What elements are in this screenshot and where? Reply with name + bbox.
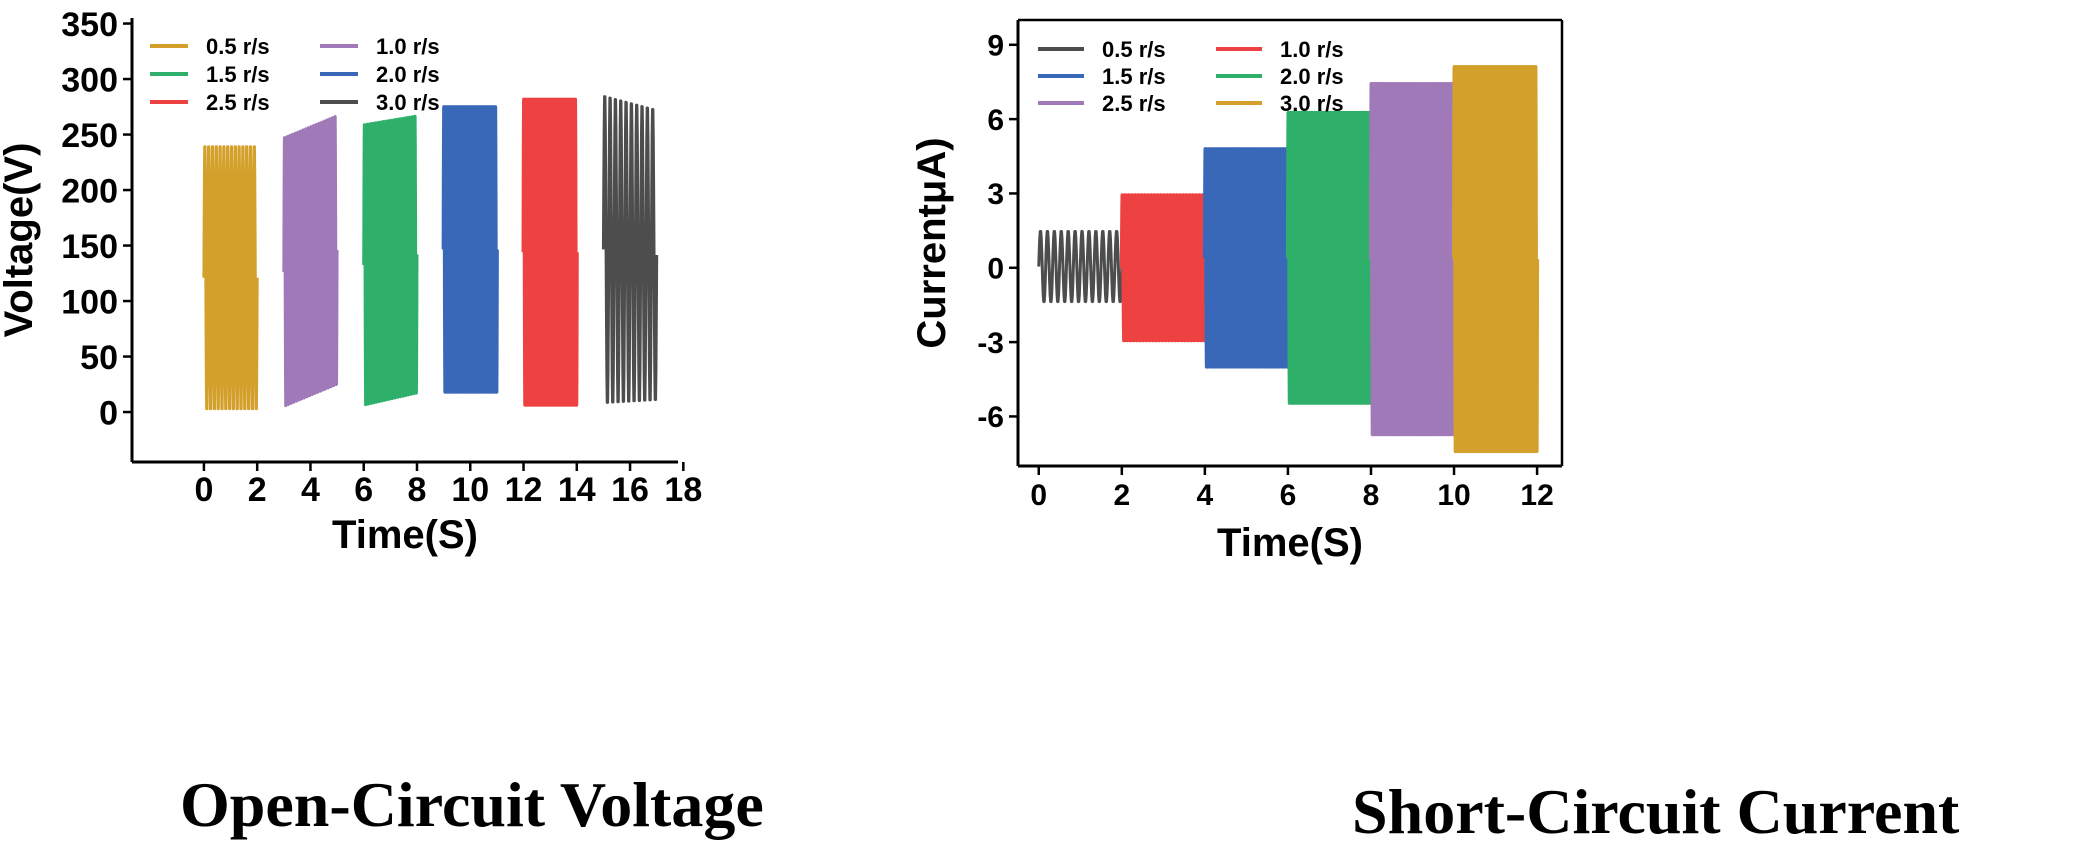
y-tick-label: 50: [80, 339, 118, 377]
y-tick-label: 0: [99, 394, 118, 432]
x-tick-label: 4: [1197, 479, 1214, 512]
x-tick-label: 4: [301, 471, 320, 509]
series-3-0-r-s: [1452, 65, 1540, 454]
y-tick-label: 3: [987, 178, 1004, 211]
x-tick-label: 10: [451, 471, 489, 509]
x-tick-label: 2: [1113, 479, 1130, 512]
y-tick-label: 250: [61, 117, 118, 155]
x-tick-label: 18: [664, 471, 702, 509]
y-tick-label: -3: [977, 327, 1004, 360]
legend-label-2-5-r-s: 2.5 r/s: [1102, 91, 1166, 116]
series-1-0-r-s: [1119, 193, 1207, 343]
x-tick-label: 0: [1030, 479, 1047, 512]
series-2-0-r-s: [1285, 110, 1373, 405]
current-chart: 0 2 4 6 8 10 12 -6 -3 0 3 6 9 Time(S) CurrentμA) 0.5 r/…: [910, 18, 1564, 565]
legend-label-1-5-r-s: 1.5 r/s: [1102, 64, 1166, 89]
legend-label-1-0-r-s: 1.0 r/s: [376, 34, 440, 59]
x-tick-label: 12: [505, 471, 543, 509]
series-3-0-r-s: [601, 95, 659, 404]
legend-label-2-0-r-s: 2.0 r/s: [1280, 64, 1344, 89]
series-1-0-r-s: [282, 115, 339, 408]
legend: 0.5 r/s 1.0 r/s 1.5 r/s 2.0 r/s 2.5 r/s 3.0 r…: [150, 34, 440, 115]
legend-label-0-5-r-s: 0.5 r/s: [206, 34, 270, 59]
legend-label-3-0-r-s: 3.0 r/s: [376, 90, 440, 115]
series-0-5-r-s: [1037, 230, 1124, 304]
x-tick-label: 16: [611, 471, 649, 509]
y-tick-label: 0: [987, 253, 1004, 286]
caption-short-circuit-current: Short-Circuit Current: [1352, 776, 1960, 847]
y-tick-label: 300: [61, 61, 118, 99]
y-tick-label: -6: [977, 401, 1004, 434]
legend-label-2-0-r-s: 2.0 r/s: [376, 62, 440, 87]
x-tick-label: 2: [248, 471, 267, 509]
x-tick-label: 6: [1280, 479, 1297, 512]
voltage-chart: 0 2 4 6 8 10 12 14 16 18050100150200250300350Time…: [0, 6, 702, 557]
legend-label-3-0-r-s: 3.0 r/s: [1280, 91, 1344, 116]
series-1-5-r-s: [362, 114, 419, 407]
x-tick-label: 10: [1437, 479, 1470, 512]
x-tick-label: 14: [558, 471, 596, 509]
y-tick-label: 200: [61, 172, 118, 210]
legend-label-1-0-r-s: 1.0 r/s: [1280, 37, 1344, 62]
y-axis-label: CurrentμA): [910, 137, 954, 348]
series-2-5-r-s: [1368, 81, 1457, 437]
series-1-5-r-s: [1202, 147, 1290, 369]
x-tick-label: 6: [354, 471, 373, 509]
x-tick-label: 0: [194, 471, 213, 509]
series-2-5-r-s: [521, 97, 579, 407]
caption-open-circuit-voltage: Open-Circuit Voltage: [180, 769, 764, 840]
x-tick-label: 8: [408, 471, 427, 509]
y-tick-label: 150: [61, 228, 118, 266]
legend-label-1-5-r-s: 1.5 r/s: [206, 62, 270, 87]
x-tick-label: 12: [1520, 479, 1553, 512]
legend-label-2-5-r-s: 2.5 r/s: [206, 90, 270, 115]
series-2-0-r-s: [441, 105, 499, 394]
legend-label-0-5-r-s: 0.5 r/s: [1102, 37, 1166, 62]
y-tick-label: 350: [61, 6, 118, 44]
series-0-5-r-s: [202, 145, 259, 411]
y-axis-label: Voltage(V): [0, 143, 41, 338]
y-tick-label: 6: [987, 104, 1004, 137]
y-tick-label: 9: [987, 30, 1004, 63]
y-tick-label: 100: [61, 283, 118, 321]
legend: 0.5 r/s 1.0 r/s 1.5 r/s 2.0 r/s 2.5 r/s 3.0 r…: [1038, 37, 1344, 116]
x-axis-label: Time(S): [1217, 521, 1363, 565]
x-tick-label: 8: [1363, 479, 1380, 512]
x-axis-label: Time(S): [332, 513, 478, 557]
